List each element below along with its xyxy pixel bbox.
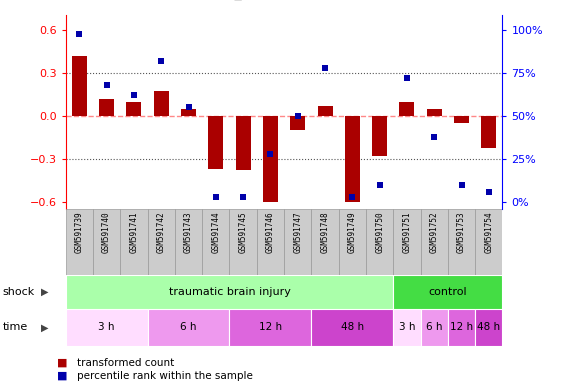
Bar	[311, 209, 339, 275]
Bar	[448, 309, 475, 346]
Bar	[154, 91, 168, 116]
Point	[293, 113, 302, 119]
Bar	[72, 56, 87, 116]
Point	[156, 58, 166, 64]
Point	[348, 194, 357, 200]
Bar	[284, 209, 311, 275]
Text: 6 h: 6 h	[426, 322, 443, 333]
Text: ■: ■	[57, 358, 67, 368]
Point	[429, 134, 439, 140]
Bar	[175, 209, 202, 275]
Text: time: time	[3, 322, 28, 333]
Point	[130, 93, 139, 99]
Point	[266, 151, 275, 157]
Text: 48 h: 48 h	[477, 322, 500, 333]
Bar	[263, 116, 278, 202]
Text: GSM591751: GSM591751	[403, 211, 412, 253]
Bar	[202, 209, 230, 275]
Text: 48 h: 48 h	[341, 322, 364, 333]
Bar	[147, 309, 230, 346]
Text: 6 h: 6 h	[180, 322, 197, 333]
Text: GSM591742: GSM591742	[156, 211, 166, 253]
Point	[75, 31, 84, 37]
Bar	[366, 209, 393, 275]
Text: GSM591747: GSM591747	[293, 211, 302, 253]
Text: GSM591749: GSM591749	[348, 211, 357, 253]
Text: GSM591748: GSM591748	[320, 211, 329, 253]
Bar	[475, 209, 502, 275]
Text: ■: ■	[57, 371, 67, 381]
Bar	[393, 275, 502, 309]
Text: GSM591750: GSM591750	[375, 211, 384, 253]
Text: control: control	[429, 287, 467, 297]
Text: GSM591741: GSM591741	[130, 211, 138, 253]
Point	[484, 189, 493, 195]
Bar	[126, 101, 142, 116]
Point	[211, 194, 220, 200]
Point	[184, 104, 193, 111]
Text: GSM591754: GSM591754	[484, 211, 493, 253]
Bar	[230, 209, 257, 275]
Bar	[317, 106, 332, 116]
Bar	[66, 309, 147, 346]
Bar	[421, 309, 448, 346]
Text: 3 h: 3 h	[98, 322, 115, 333]
Bar	[311, 309, 393, 346]
Text: GSM591743: GSM591743	[184, 211, 193, 253]
Text: 12 h: 12 h	[450, 322, 473, 333]
Bar	[208, 116, 223, 169]
Bar	[393, 209, 421, 275]
Bar	[230, 309, 311, 346]
Bar	[339, 209, 366, 275]
Bar	[257, 209, 284, 275]
Bar	[372, 116, 387, 156]
Point	[320, 65, 329, 71]
Bar	[421, 209, 448, 275]
Bar	[345, 116, 360, 202]
Point	[239, 194, 248, 200]
Bar	[448, 209, 475, 275]
Bar	[290, 116, 305, 130]
Text: ▶: ▶	[41, 322, 49, 333]
Bar	[475, 309, 502, 346]
Text: transformed count: transformed count	[77, 358, 174, 368]
Text: 3 h: 3 h	[399, 322, 415, 333]
Bar	[66, 209, 93, 275]
Bar	[393, 309, 421, 346]
Bar	[400, 101, 415, 116]
Bar	[93, 209, 120, 275]
Text: 12 h: 12 h	[259, 322, 282, 333]
Text: traumatic brain injury: traumatic brain injury	[168, 287, 291, 297]
Text: GSM591746: GSM591746	[266, 211, 275, 253]
Bar	[481, 116, 496, 147]
Point	[457, 182, 466, 188]
Text: ▶: ▶	[41, 287, 49, 297]
Bar	[120, 209, 147, 275]
Point	[375, 182, 384, 188]
Text: GSM591739: GSM591739	[75, 211, 84, 253]
Text: GSM591753: GSM591753	[457, 211, 466, 253]
Text: GSM591745: GSM591745	[239, 211, 248, 253]
Text: GSM591752: GSM591752	[430, 211, 439, 253]
Text: GSM591744: GSM591744	[211, 211, 220, 253]
Point	[102, 82, 111, 88]
Point	[403, 75, 412, 81]
Bar	[454, 116, 469, 123]
Text: GSM591740: GSM591740	[102, 211, 111, 253]
Text: shock: shock	[3, 287, 35, 297]
Bar	[99, 99, 114, 116]
Bar	[427, 109, 442, 116]
Text: percentile rank within the sample: percentile rank within the sample	[77, 371, 253, 381]
Bar	[147, 209, 175, 275]
Bar	[66, 275, 393, 309]
Bar	[181, 109, 196, 116]
Bar	[236, 116, 251, 170]
